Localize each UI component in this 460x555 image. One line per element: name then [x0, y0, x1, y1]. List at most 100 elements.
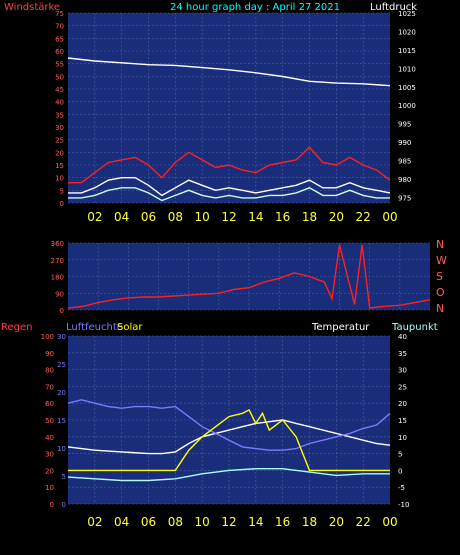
wind-speed-axis: 0 5 10 15 20 25 30 35 40 45 50 55 60 65 70 75 [55, 10, 64, 208]
dir-series-direction [67, 244, 431, 309]
direction-degree-axis: 0 90 180 270 360 [51, 240, 64, 315]
pressure-tick-1: 980 [398, 176, 411, 184]
temp-x-tick-4: 10 [195, 515, 210, 529]
wind-y-tick-11: 55 [55, 61, 64, 69]
compass-label-0: N [436, 238, 444, 251]
wind-y-tick-4: 20 [55, 149, 64, 157]
temp-x-tick-3: 08 [168, 515, 183, 529]
rain-tick-4: 40 [45, 434, 54, 442]
temp-tick-9: 35 [398, 350, 407, 358]
pressure-tick-10: 1025 [398, 10, 416, 18]
temp-series-humidity [67, 399, 391, 451]
pressure-tick-0: 975 [398, 194, 411, 202]
humidity-tick-5: 25 [57, 361, 66, 369]
temp-x-tick-8: 18 [302, 515, 317, 529]
humidity-label: Luftfeuchte [66, 322, 123, 333]
temp-tick-7: 25 [398, 383, 407, 391]
wind-x-tick-10: 22 [356, 210, 371, 224]
wind-y-tick-6: 30 [55, 124, 64, 132]
wind-y-tick-14: 70 [55, 23, 64, 31]
pressure-tick-7: 1010 [398, 65, 416, 73]
temp-tick-8: 30 [398, 367, 407, 375]
pressure-tick-2: 985 [398, 158, 411, 166]
humidity-tick-1: 5 [62, 473, 66, 481]
wind-y-tick-2: 10 [55, 175, 64, 183]
dir-y-tick-3: 270 [51, 257, 64, 265]
rain-tick-6: 60 [45, 400, 54, 408]
humidity-tick-3: 15 [57, 417, 66, 425]
rain-tick-8: 80 [45, 367, 54, 375]
wind-x-tick-1: 04 [114, 210, 129, 224]
wind-x-tick-4: 10 [195, 210, 210, 224]
wind-time-axis: 02 04 06 08 10 12 14 16 18 20 22 00 [87, 210, 397, 224]
temp-x-tick-0: 02 [87, 515, 102, 529]
temp-tick-5: 15 [398, 417, 407, 425]
rain-tick-2: 20 [45, 467, 54, 475]
temp-x-tick-5: 12 [221, 515, 236, 529]
rain-axis: 0 10 20 30 40 50 60 70 80 90 100 [41, 333, 54, 509]
wind-y-tick-13: 65 [55, 35, 64, 43]
rain-label: Regen [1, 322, 33, 333]
pressure-axis-title: Luftdruck [370, 2, 417, 13]
direction-grid [68, 242, 430, 311]
pressure-tick-4: 995 [398, 121, 411, 129]
rain-tick-5: 50 [45, 417, 54, 425]
temp-series-solar [68, 408, 390, 472]
temp-x-tick-6: 14 [248, 515, 263, 529]
dir-y-tick-2: 180 [51, 274, 64, 282]
wind-y-tick-7: 35 [55, 111, 64, 119]
wind-y-tick-0: 0 [60, 200, 64, 208]
direction-series [67, 244, 431, 309]
humidity-tick-0: 0 [62, 501, 66, 509]
rain-tick-3: 30 [45, 451, 54, 459]
temp-time-axis: 02 04 06 08 10 12 14 16 18 20 22 00 [87, 515, 397, 529]
chart-title: 24 hour graph day : April 27 2021 [170, 2, 340, 13]
humidity-tick-6: 30 [57, 333, 66, 341]
humidity-axis: 0 5 10 15 20 25 30 [57, 333, 66, 509]
pressure-tick-6: 1005 [398, 84, 416, 92]
wind-y-tick-3: 15 [55, 162, 64, 170]
wind-series-average [68, 176, 391, 197]
wind-x-tick-2: 06 [141, 210, 156, 224]
wind-x-tick-8: 18 [302, 210, 317, 224]
wind-x-tick-9: 20 [329, 210, 344, 224]
rain-tick-7: 70 [45, 383, 54, 391]
temp-x-tick-10: 22 [356, 515, 371, 529]
wind-y-tick-15: 75 [55, 10, 64, 18]
temperature-axis: -10 -5 0 5 10 15 20 25 30 35 40 [398, 333, 409, 509]
dewpoint-label: Taupunkt [391, 322, 438, 333]
wind-y-tick-1: 5 [60, 187, 64, 195]
temp-x-tick-2: 06 [141, 515, 156, 529]
temp-x-tick-7: 16 [275, 515, 290, 529]
wind-x-tick-7: 16 [275, 210, 290, 224]
wind-x-tick-6: 14 [248, 210, 263, 224]
temp-tick-6: 20 [398, 400, 407, 408]
compass-label-4: N [436, 302, 444, 315]
rain-tick-1: 10 [45, 484, 54, 492]
wind-y-tick-9: 45 [55, 86, 64, 94]
wind-axis-title: Windstärke [4, 2, 60, 13]
wind-y-tick-10: 50 [55, 73, 64, 81]
pressure-tick-5: 1000 [398, 102, 416, 110]
dir-y-tick-4: 360 [51, 240, 64, 248]
pressure-tick-9: 1020 [398, 28, 416, 36]
wind-x-tick-3: 08 [168, 210, 183, 224]
dir-y-tick-0: 0 [60, 307, 64, 315]
wind-y-tick-8: 40 [55, 99, 64, 107]
wind-x-tick-5: 12 [221, 210, 236, 224]
wind-y-tick-5: 25 [55, 137, 64, 145]
pressure-axis: 975 980 985 990 995 1000 1005 1010 1015 1020 1025 [398, 10, 416, 202]
wind-series-speed [68, 187, 390, 202]
temp-series-dewpoint [67, 468, 390, 482]
compass-label-1: W [436, 254, 447, 267]
temp-tick-3: 5 [398, 451, 402, 459]
temperature-label: Temperatur [311, 322, 370, 333]
pressure-tick-3: 990 [398, 139, 411, 147]
temp-tick-0: -10 [398, 501, 409, 509]
humidity-tick-4: 20 [57, 389, 66, 397]
pressure-tick-8: 1015 [398, 47, 416, 55]
wind-y-tick-12: 60 [55, 48, 64, 56]
temp-x-tick-1: 04 [114, 515, 129, 529]
